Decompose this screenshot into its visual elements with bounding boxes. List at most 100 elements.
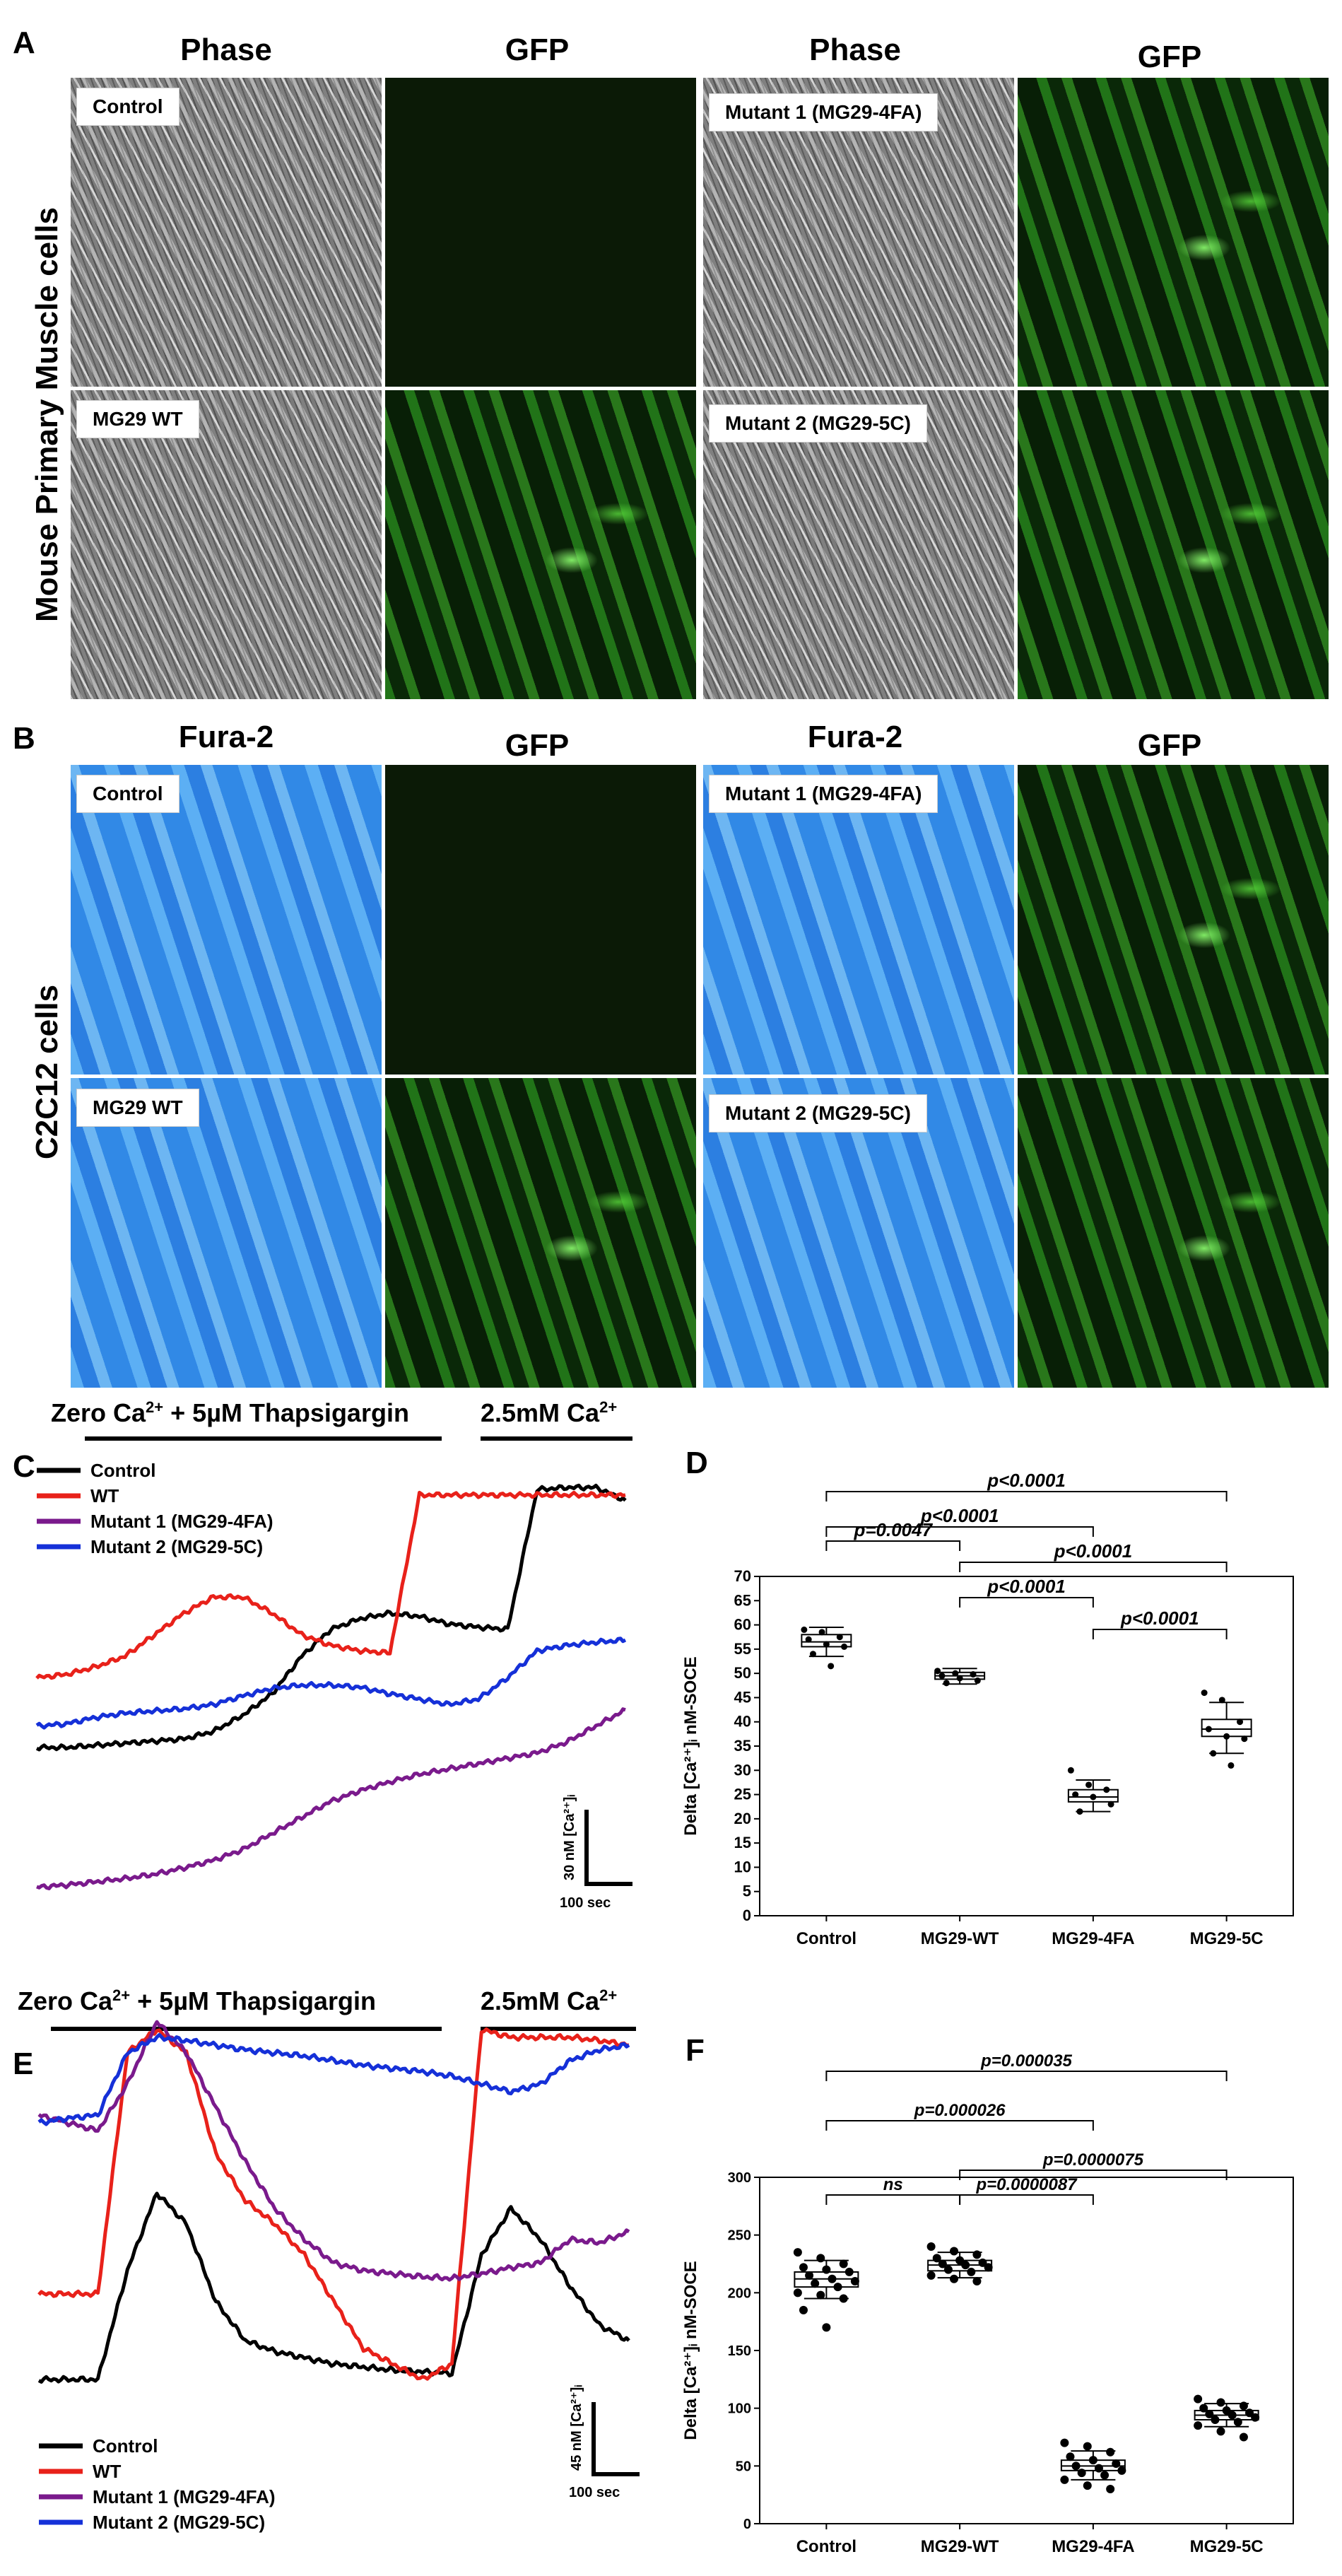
panel-d-point-3-6 (1210, 1750, 1217, 1757)
panel-f-point-0-13 (839, 2294, 848, 2303)
panel-d-ytick-label-4: 20 (734, 1810, 751, 1827)
panel-d-bracket-2 (959, 1562, 1228, 1572)
panel-e-cond1-text: Zero Ca (18, 1986, 113, 2015)
panel-f-xtick-label-2: MG29-4FA (1052, 2537, 1134, 2556)
panel-f-point-3-5 (1245, 2408, 1254, 2418)
panel-d-point-1-3 (938, 1673, 946, 1680)
panel-f-point-2-11 (1060, 2475, 1069, 2484)
panel-d-point-1-1 (952, 1670, 959, 1677)
panel-d-bracket-5 (1092, 1629, 1228, 1639)
panel-c-scale-y-label: 30 nM [Ca²⁺]ᵢ (562, 1795, 577, 1880)
panel-a-wt-phase-image (71, 390, 382, 699)
panel-f-point-1-9 (943, 2265, 953, 2274)
panel-letter-c: C (13, 1449, 35, 1484)
panel-e-trace-3 (37, 2032, 630, 2126)
panel-d-point-3-4 (1223, 1733, 1230, 1740)
panel-f-point-3-13 (1239, 2432, 1248, 2442)
panel-f-point-0-8 (850, 2277, 859, 2285)
panel-b-m2-label: Mutant 2 (MG29-5C) (709, 1094, 927, 1132)
panel-e-condition-2: 2.5mM Ca2+ (481, 1986, 617, 2016)
panel-a-gfp-header-1: GFP (505, 33, 570, 67)
panel-d-point-3-0 (1201, 1690, 1208, 1697)
panel-f-point-3-9 (1211, 2416, 1220, 2424)
panel-f-point-1-13 (972, 2277, 982, 2285)
panel-f-point-1-3 (932, 2254, 941, 2263)
panel-d-xtick-label-2: MG29-4FA (1052, 1929, 1134, 1948)
panel-c-cond1-text: Zero Ca (51, 1398, 146, 1427)
panel-d-ytick-label-12: 60 (734, 1616, 751, 1634)
panel-f-point-1-2 (972, 2250, 982, 2259)
panel-a-wt-label: MG29 WT (76, 400, 199, 438)
panel-d-xtick-label-0: Control (796, 1929, 857, 1948)
panel-e-legend-label-1: WT (93, 2461, 122, 2482)
panel-b-m1-gfp-image (1018, 765, 1329, 1075)
panel-f-bracket-label-4: p=0.0000087 (975, 2175, 1078, 2194)
panel-f-point-2-9 (1077, 2469, 1086, 2478)
panel-f-bracket-label-3: ns (883, 2175, 903, 2194)
panel-d-bracket-label-0: p<0.0001 (987, 1470, 1066, 1491)
panel-a-gfp-header-2: GFP (1137, 40, 1202, 74)
panel-d-point-0-7 (828, 1663, 835, 1670)
panel-d-point-2-5 (1107, 1801, 1114, 1808)
panel-f-point-3-4 (1222, 2406, 1231, 2415)
panel-e-cond2-sup: 2+ (599, 1986, 618, 2004)
panel-b-gfp-header-1: GFP (505, 728, 570, 763)
panel-f-chart: F 0 50 100 150 200 250 300 Delta [Ca²⁺]ᵢ nM-SOCE… (681, 2033, 1294, 2556)
panel-f-point-1-4 (955, 2256, 965, 2265)
panel-f-point-2-4 (1088, 2456, 1097, 2465)
panel-f-point-2-0 (1060, 2438, 1069, 2447)
panel-c-condition-2: 2.5mM Ca2+ (481, 1398, 617, 1428)
panel-f-point-2-13 (1106, 2485, 1115, 2493)
panel-f-xtick-label-1: MG29-WT (921, 2537, 999, 2556)
panel-d-chart: D 0 5 10 15 20 25 30 35 40 45 50 55 60 65 70 Delta [Ca²⁺… (681, 1446, 1294, 1948)
panel-a-control-phase-image (71, 78, 382, 387)
panel-f-point-3-0 (1194, 2394, 1203, 2404)
panel-c-trace-3 (35, 1637, 627, 1730)
panel-f-point-1-10 (967, 2267, 976, 2276)
panel-f-point-2-3 (1066, 2452, 1075, 2461)
panel-d-point-1-4 (956, 1675, 963, 1682)
panel-f-letter: F (685, 2033, 705, 2068)
panel-b-control-gfp-image (385, 765, 696, 1075)
panel-f-ytick-label-2: 100 (728, 2401, 751, 2417)
panel-letter-a: A (13, 25, 35, 60)
panel-d-xtick-label-1: MG29-WT (921, 1929, 999, 1948)
panel-f-point-2-10 (1100, 2471, 1109, 2480)
panel-b-wt-fura-image (71, 1078, 382, 1388)
panel-f-ytick-label-3: 150 (728, 2343, 751, 2359)
panel-b-m1-label: Mutant 1 (MG29-4FA) (709, 775, 938, 813)
panel-f-bracket-3 (825, 2194, 961, 2205)
panel-a-m1-label: Mutant 1 (MG29-4FA) (709, 93, 938, 131)
panel-d-bracket-3 (825, 1540, 961, 1551)
panel-a-wt-gfp-image (385, 390, 696, 699)
panel-e-cond1-sup: 2+ (112, 1986, 131, 2004)
panel-c-cond2-sup: 2+ (599, 1398, 618, 1416)
panel-d-bracket-0 (825, 1491, 1228, 1501)
panel-d-point-1-2 (970, 1671, 977, 1678)
panel-a-m1-gfp-image (1018, 78, 1329, 387)
panel-f-point-1-1 (950, 2247, 959, 2256)
panel-f-point-0-2 (839, 2259, 848, 2268)
panel-letter-b: B (13, 721, 35, 756)
panel-d-point-2-1 (1085, 1781, 1093, 1788)
panel-b-m2-gfp-image (1018, 1078, 1329, 1388)
panel-c-legend-label-2: Mutant 1 (MG29-4FA) (90, 1511, 273, 1532)
panel-f-bracket-0 (825, 2071, 1228, 2081)
panel-d-point-1-5 (974, 1677, 981, 1684)
panel-e-scale-y-label: 45 nM [Ca²⁺]ᵢ (569, 2385, 584, 2471)
panel-f-ytick-label-5: 250 (728, 2228, 751, 2244)
panel-b-control-fura-image (71, 765, 382, 1075)
panel-d-point-3-7 (1228, 1762, 1235, 1769)
panel-f-point-0-0 (793, 2248, 802, 2257)
panel-f-ylabel: Delta [Ca²⁺]ᵢ nM-SOCE (681, 2261, 700, 2440)
panel-e-traces (37, 2020, 630, 2384)
panel-d-ytick-label-2: 10 (734, 1858, 751, 1875)
panel-d-point-2-0 (1067, 1767, 1074, 1774)
panel-f-point-0-7 (828, 2274, 837, 2283)
panel-f-point-3-3 (1199, 2404, 1208, 2413)
panel-e-legend: Control WT Mutant 1 (MG29-4FA) Mutant 2 (MG… (39, 2435, 276, 2533)
panel-e-condition-1: Zero Ca2+ + 5µM Thapsigargin (18, 1986, 376, 2016)
panel-b-control-label: Control (76, 775, 179, 813)
panel-d-point-0-3 (805, 1636, 812, 1643)
panel-d-point-0-0 (801, 1626, 808, 1633)
